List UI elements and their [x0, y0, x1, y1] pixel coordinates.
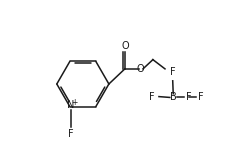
Text: F: F	[68, 129, 73, 139]
Text: O: O	[137, 64, 145, 74]
Text: F: F	[186, 92, 192, 102]
Text: F: F	[150, 92, 155, 102]
Text: B: B	[170, 92, 177, 102]
Text: +: +	[72, 98, 78, 107]
Text: F: F	[198, 92, 204, 102]
Text: O: O	[121, 41, 129, 51]
Text: N: N	[67, 100, 74, 110]
Text: F: F	[170, 67, 176, 77]
